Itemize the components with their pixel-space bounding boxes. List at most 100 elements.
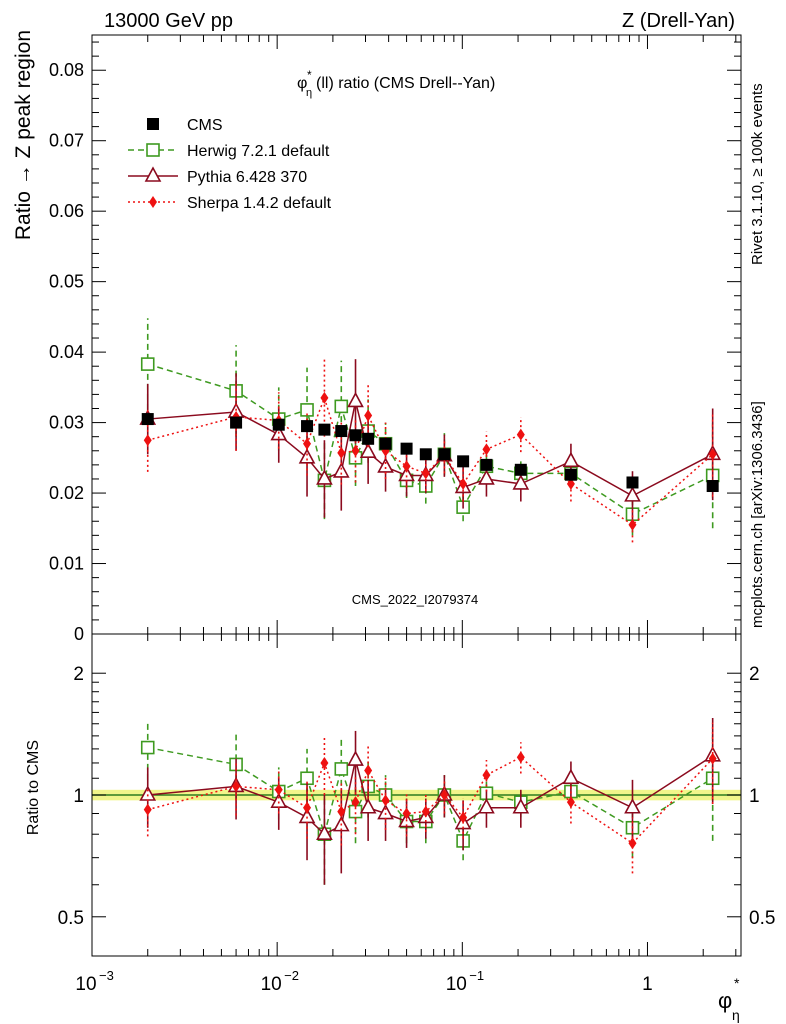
data-point <box>478 798 495 814</box>
y-tick-label: 0 <box>74 624 84 644</box>
data-point <box>706 480 719 493</box>
data-point <box>359 798 377 814</box>
y-tick-label: 2 <box>73 664 84 685</box>
legend-label: CMS <box>187 117 223 134</box>
legend-marker <box>144 166 162 182</box>
x-tick-label-exponent: −1 <box>469 968 484 983</box>
data-point <box>402 807 411 820</box>
data-point <box>364 409 373 422</box>
svg-text:φ: φ <box>718 988 732 1013</box>
source-label: mcplots.cern.ch [arXiv:1306.3436] <box>749 401 766 628</box>
analysis-watermark: CMS_2022_I2079374 <box>352 592 479 607</box>
x-tick-label-exponent: −3 <box>99 968 114 983</box>
data-point <box>377 457 394 473</box>
data-point <box>347 391 364 408</box>
y-tick-label-right: 0.5 <box>749 908 775 929</box>
data-point <box>516 751 525 764</box>
data-point <box>626 476 639 489</box>
data-point <box>478 469 495 485</box>
data-point <box>351 444 360 457</box>
x-tick-label: 10 −3 <box>75 968 113 995</box>
data-point <box>140 740 155 755</box>
data-point <box>381 794 390 807</box>
data-point <box>624 486 641 502</box>
data-point <box>349 429 362 442</box>
y-tick-label: 0.01 <box>49 554 84 574</box>
legend-label: Sherpa 1.4.2 default <box>187 195 332 212</box>
y-tick-label-right: 1 <box>749 786 760 807</box>
data-point <box>438 448 451 461</box>
data-point <box>402 460 411 473</box>
x-tick-label: 10 −1 <box>446 968 484 995</box>
data-point <box>459 811 468 824</box>
ratio-series-pythia-6-428-370 <box>139 717 722 885</box>
x-tick-label-base: 10 <box>446 974 467 995</box>
y-tick-label: 1 <box>73 786 84 807</box>
svg-text:*: * <box>307 68 312 82</box>
y-tick-label-right: 2 <box>749 664 760 685</box>
svg-text:η: η <box>732 1007 740 1023</box>
data-point <box>566 477 575 490</box>
data-point <box>337 446 346 459</box>
rivet-version-label: Rivet 3.1.10, ≥ 100k events <box>749 83 766 265</box>
x-tick-label-base: 10 <box>75 974 96 995</box>
data-point <box>421 467 430 480</box>
data-point <box>457 455 470 468</box>
data-point <box>143 434 152 447</box>
data-point <box>316 469 333 485</box>
data-point <box>480 458 493 471</box>
data-point <box>337 805 346 818</box>
y-tick-label: 0.5 <box>58 908 84 929</box>
data-point <box>512 798 530 814</box>
legend: CMS Herwig 7.2.1 default Pythia 6.428 370 S… <box>128 117 332 212</box>
y-tick-label: 0.08 <box>49 60 84 80</box>
ratio-series-sherpa-1-4-2-default <box>143 722 717 874</box>
legend-label: Herwig 7.2.1 default <box>187 143 330 160</box>
legend-entry: CMS <box>147 117 223 134</box>
header-process: 13000 GeV pp <box>104 10 233 32</box>
data-point <box>301 420 314 433</box>
data-point <box>359 442 377 458</box>
main-series-cms <box>141 413 719 493</box>
data-point <box>332 462 350 478</box>
data-point <box>459 477 468 490</box>
data-point <box>143 803 152 816</box>
data-point <box>482 443 491 456</box>
data-point <box>400 442 413 455</box>
legend-entry: Pythia 6.428 370 <box>128 166 307 186</box>
y-tick-label: 0.04 <box>49 342 84 362</box>
series-line <box>147 401 714 497</box>
data-point <box>512 474 530 490</box>
data-point <box>379 437 392 450</box>
data-point <box>316 824 333 841</box>
data-point <box>419 448 432 461</box>
main-plot-title: φ η * (ll) ratio (CMS Drell--Yan) <box>297 68 495 99</box>
data-point <box>362 432 375 445</box>
svg-text:φ: φ <box>297 75 307 92</box>
data-point <box>564 468 577 481</box>
data-point <box>624 798 641 814</box>
y-tick-label: 0.03 <box>49 413 84 433</box>
data-point <box>708 448 717 461</box>
x-axis-label: φ η * <box>718 975 740 1023</box>
data-point <box>274 783 283 796</box>
x-tick-label-base: 10 <box>261 974 282 995</box>
legend-marker <box>147 118 159 130</box>
x-tick-label: 1 <box>642 974 653 995</box>
legend-marker <box>146 143 160 157</box>
x-tick-label-exponent: −2 <box>284 968 299 983</box>
series-line <box>147 746 714 843</box>
data-point <box>232 780 241 793</box>
y-tick-label: 0.06 <box>49 201 84 221</box>
data-point <box>334 762 349 776</box>
data-point <box>140 357 155 371</box>
series-line <box>147 363 714 516</box>
data-point <box>364 764 373 777</box>
data-point <box>440 789 449 801</box>
data-point <box>303 437 312 450</box>
data-point <box>562 451 580 468</box>
series-line <box>147 756 714 845</box>
legend-marker <box>149 196 157 208</box>
svg-text:*: * <box>734 975 740 991</box>
